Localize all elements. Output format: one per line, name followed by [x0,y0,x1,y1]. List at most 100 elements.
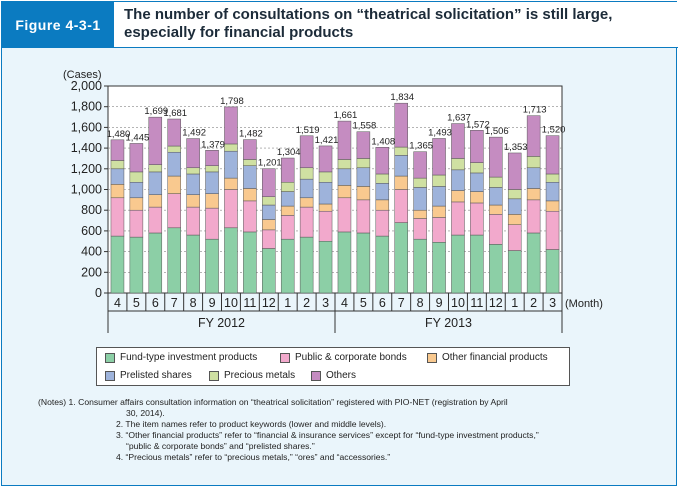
bar-segment-2 [489,214,503,245]
legend-item-fund: Fund-type investment products [105,352,257,363]
legend-swatch-metals [209,370,219,381]
bar-segment-2 [318,210,333,242]
note-1-cont: 30, 2014). [126,408,165,418]
figure-header: Figure 4-3-1 The number of consultations… [2,2,678,48]
bar-segment-1 [337,231,352,294]
legend-label-others: Others [326,370,357,381]
bar-segment-3 [394,175,408,190]
bar-segment-1 [507,250,522,294]
bar-segment-2 [243,200,257,233]
bar-segment-4 [413,187,427,211]
bar-segment-3 [375,199,390,211]
bar-segment-4 [375,183,390,201]
legend: Fund-type investment products Public & c… [96,347,570,386]
bar-segment-6 [337,120,352,160]
bar-segment-1 [526,232,541,294]
bar-segment-3 [318,203,333,212]
bar-segment-2 [526,199,541,234]
bar-segment-2 [545,210,560,250]
x-tick-label: 11 [470,296,483,310]
bar-segment-3 [299,197,314,208]
bar-segment-3 [545,200,560,212]
notes-prefix: (Notes) 1. [38,397,76,407]
total-label: 1,445 [125,132,149,143]
bar-segment-5 [186,167,200,175]
x-tick-label: 1 [284,296,291,310]
total-label: 1,408 [371,136,395,147]
notes-block: (Notes) 1. Consumer affairs consultation… [38,397,668,463]
bar-segment-6 [110,139,125,161]
total-label: 1,493 [428,127,452,138]
bar-segment-3 [224,177,238,190]
y-tick-label: 0 [95,286,102,300]
x-tick-label: 4 [341,296,348,310]
bar-segment-3 [205,193,219,209]
legend-item-metals: Precious metals [209,370,295,381]
bar-segment-6 [299,135,314,169]
bar-segment-5 [470,162,484,174]
bar-segment-5 [375,173,390,184]
bar-segment-2 [413,218,427,240]
plot-area [107,85,563,294]
bar-segment-4 [394,155,408,177]
bar-segment-1 [545,249,560,294]
bar-segment-5 [356,158,371,169]
bar-segment-4 [262,204,276,220]
total-label: 1,480 [107,129,131,140]
bar-segment-1 [318,241,333,294]
bar-segment-3 [129,197,144,211]
bar-segment-2 [280,215,295,240]
bar-segment-5 [129,171,144,183]
x-tick-label: 5 [360,296,367,310]
bar-segment-4 [205,171,219,194]
bar-segment-6 [489,136,503,178]
x-tick-label: 7 [171,296,178,310]
bar-segment-4 [337,168,352,186]
y-tick-label: 1,400 [71,141,102,155]
bar-segment-4 [507,198,522,215]
legend-label-bonds: Public & corporate bonds [295,352,407,363]
bar-segment-3 [167,175,181,194]
bar-segment-2 [262,229,276,249]
bars-layer [110,102,560,294]
bar-segment-4 [356,167,371,187]
bar-segment-2 [224,189,238,229]
bar-segment-6 [432,138,446,176]
bar-segment-1 [148,232,163,294]
bar-segment-1 [280,238,295,294]
legend-swatch-others [311,370,321,381]
bar-segment-5 [224,143,238,152]
x-tick-label: 9 [209,296,216,310]
bar-segment-5 [394,146,408,156]
bar-segment-2 [186,206,200,236]
bar-segment-1 [394,222,408,294]
bar-segment-6 [280,157,295,183]
bar-segment-2 [110,197,125,237]
total-label: 1,520 [542,125,566,136]
total-label: 1,353 [504,142,528,153]
bar-segment-4 [280,191,295,207]
total-label: 1,519 [296,125,320,136]
bar-segment-4 [148,171,163,195]
x-tick-label: 4 [114,296,121,310]
x-tick-label: 7 [398,296,405,310]
x-tick-label: 2 [530,296,537,310]
total-label: 1,713 [523,105,547,116]
bar-segment-5 [337,159,352,170]
note-3-cont: “public & corporate bonds” and “preliste… [126,441,315,451]
legend-label-prelisted: Prelisted shares [120,370,192,381]
x-tick-label: 9 [436,296,443,310]
y-tick-label: 1,000 [71,183,102,197]
total-label: 1,482 [239,129,263,140]
bar-segment-5 [299,167,314,180]
bar-segment-6 [394,102,408,148]
bar-segment-2 [470,202,484,236]
x-tick-label: 10 [451,296,465,310]
y-unit-label: (Cases) [63,69,102,81]
bar-segment-3 [470,191,484,204]
bar-segment-6 [451,123,465,159]
bar-segment-3 [148,194,163,208]
legend-item-prelisted: Prelisted shares [105,370,192,381]
note-2: 2. The item names refer to product keywo… [116,419,387,429]
y-tick-label: 2,000 [71,79,102,93]
